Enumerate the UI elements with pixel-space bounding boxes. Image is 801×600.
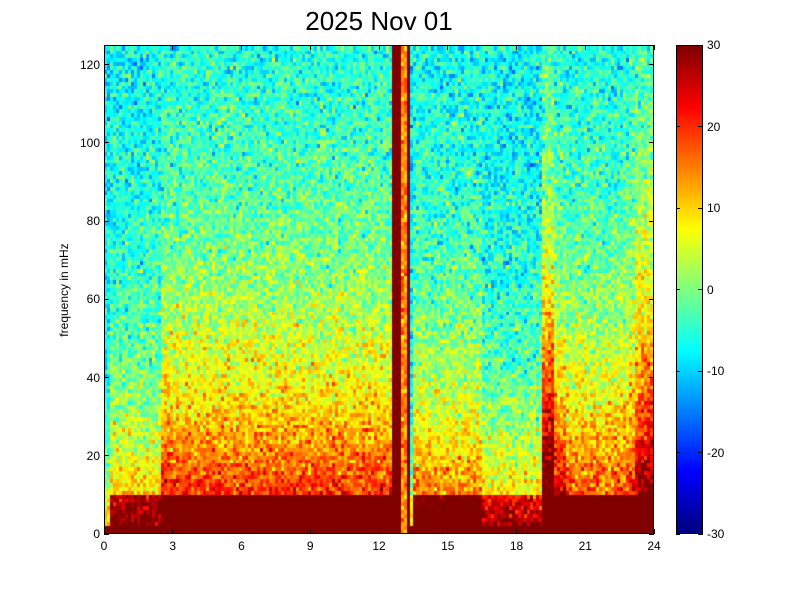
x-tick-label: 21	[578, 539, 592, 553]
y-tick-mark-right	[649, 377, 654, 379]
spectrogram-heatmap	[105, 46, 653, 533]
x-tick-mark-top	[241, 45, 242, 50]
x-tick-label: 12	[372, 539, 386, 553]
x-tick-label: 3	[169, 539, 177, 553]
x-tick-mark-top	[309, 45, 311, 50]
y-tick-mark	[104, 533, 109, 535]
colorbar-tick-mark	[698, 452, 703, 453]
y-tick-label: 40	[86, 370, 100, 385]
y-tick-mark-right	[649, 64, 654, 66]
colorbar-tick-mark-left	[676, 126, 680, 127]
colorbar-tick-mark	[698, 44, 703, 46]
x-tick-label: 9	[306, 539, 314, 553]
y-tick-mark	[104, 142, 109, 144]
colorbar-tick-mark	[698, 126, 703, 127]
colorbar-tick-mark-left	[676, 370, 680, 372]
x-tick-label: 6	[238, 539, 245, 553]
colorbar-tick-mark	[698, 289, 703, 290]
colorbar-tick-label: 0	[707, 282, 714, 297]
x-tick-mark	[653, 529, 655, 534]
x-tick-mark	[584, 529, 586, 534]
colorbar-tick-mark	[698, 370, 703, 372]
x-tick-mark	[309, 529, 311, 534]
y-tick-label: 0	[93, 527, 100, 541]
x-tick-label: 18	[509, 539, 524, 553]
x-tick-mark-top	[103, 45, 105, 50]
y-tick-label: 80	[86, 214, 100, 229]
x-tick-mark	[241, 529, 242, 534]
colorbar-tick-mark-left	[676, 533, 680, 535]
y-tick-mark	[104, 298, 109, 300]
colorbar-tick-mark-left	[676, 289, 680, 290]
y-tick-mark-right	[649, 220, 654, 222]
colorbar-tick-mark-left	[676, 44, 680, 46]
y-axis-label: frequency in mHz	[57, 243, 71, 337]
y-tick-mark-right	[649, 455, 654, 457]
x-tick-mark-top	[172, 45, 174, 50]
y-tick-mark-right	[649, 142, 654, 144]
colorbar-tick-label: 30	[707, 38, 721, 52]
x-tick-label: 0	[100, 539, 108, 553]
plot-frame	[104, 45, 654, 534]
x-tick-mark	[103, 529, 105, 534]
colorbar-tick-mark-left	[676, 207, 680, 209]
colorbar-tick-mark-left	[676, 452, 680, 453]
x-tick-mark-top	[447, 45, 449, 50]
x-tick-mark-top	[653, 45, 655, 50]
y-tick-mark	[104, 220, 109, 222]
colorbar-tick-label: 10	[707, 201, 721, 215]
y-tick-label: 20	[86, 448, 100, 463]
x-tick-mark-top	[378, 45, 380, 50]
y-tick-mark-right	[649, 298, 654, 300]
colorbar-tick-mark	[698, 533, 703, 535]
x-tick-mark	[516, 529, 517, 534]
y-tick-label: 120	[79, 57, 100, 72]
colorbar-gradient	[677, 46, 702, 533]
colorbar-tick-mark	[698, 207, 703, 209]
x-tick-mark	[378, 529, 380, 534]
x-tick-label: 15	[441, 539, 455, 553]
x-tick-label: 24	[647, 539, 661, 553]
chart-title: 2025 Nov 01	[305, 6, 453, 36]
y-tick-mark-right	[649, 533, 654, 535]
colorbar-tick-label: -30	[707, 527, 725, 541]
colorbar-tick-label: -20	[707, 445, 725, 460]
y-tick-mark	[104, 455, 109, 457]
y-tick-mark	[104, 64, 109, 66]
y-tick-label: 60	[86, 292, 100, 307]
x-tick-mark	[447, 529, 449, 534]
y-tick-mark	[104, 377, 109, 379]
x-tick-mark	[172, 529, 174, 534]
y-tick-label: 100	[79, 135, 100, 150]
colorbar-tick-label: 20	[707, 119, 721, 134]
x-tick-mark-top	[516, 45, 517, 50]
x-tick-mark-top	[584, 45, 586, 50]
colorbar-tick-label: -10	[707, 364, 725, 378]
